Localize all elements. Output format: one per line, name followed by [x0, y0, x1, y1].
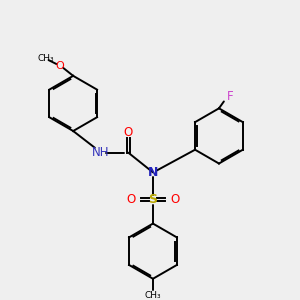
Text: CH₃: CH₃: [145, 291, 161, 300]
Text: O: O: [124, 127, 133, 140]
Text: NH: NH: [92, 146, 110, 159]
Text: O: O: [127, 194, 136, 206]
Text: O: O: [170, 194, 179, 206]
Text: S: S: [148, 194, 158, 206]
Text: F: F: [226, 90, 233, 103]
Text: O: O: [55, 61, 64, 71]
Text: CH₃: CH₃: [37, 54, 54, 63]
Text: N: N: [148, 166, 158, 179]
